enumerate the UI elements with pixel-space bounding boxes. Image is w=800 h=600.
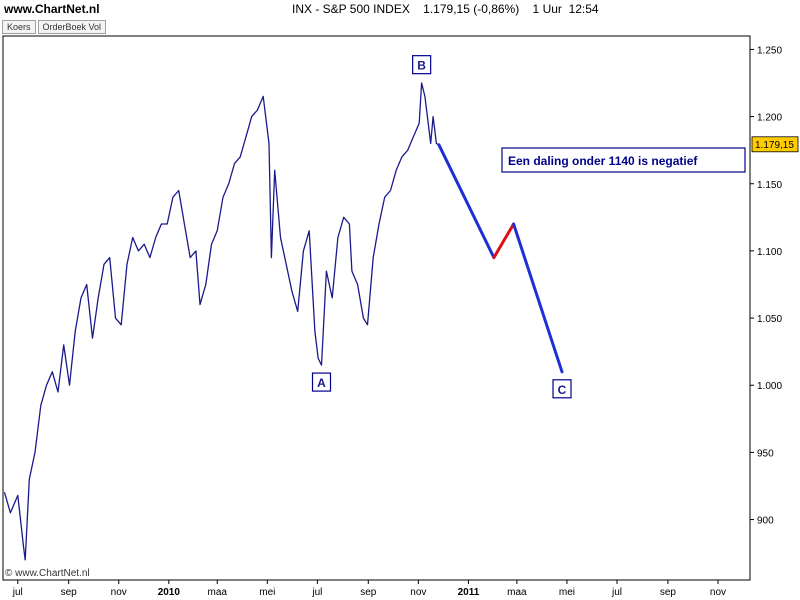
x-tick-label: jul: [311, 587, 322, 598]
wave-label-a: A: [311, 372, 332, 392]
x-tick-label: sep: [360, 587, 377, 598]
x-tick-label: jul: [611, 587, 622, 598]
annotation: Een daling onder 1140 is negatief: [501, 147, 746, 173]
y-tick-label: 1.050: [757, 314, 782, 325]
last-price-tag: [751, 136, 799, 153]
x-tick-label: jul: [12, 587, 23, 598]
wave-label-b: B: [412, 55, 432, 75]
projection-down-line-c: [512, 222, 564, 374]
y-tick-label: 950: [757, 448, 774, 459]
y-tick-label: 1.250: [757, 45, 782, 56]
y-tick-label: 900: [757, 516, 774, 527]
wave-label-box: [552, 379, 572, 399]
price-series-line: [3, 82, 440, 561]
x-tick-label: 2011: [458, 587, 480, 598]
y-tick-label: 1.000: [757, 381, 782, 392]
annotation-box: [501, 147, 746, 173]
last-price-label: 1.179,15: [755, 140, 794, 151]
plot-frame: [2, 35, 751, 581]
instrument-quote: INX - S&P 500 INDEX 1.179,15 (-0,86%) 1 …: [292, 2, 599, 16]
projection-up-line: [492, 222, 516, 260]
chart-header: www.ChartNet.nl INX - S&P 500 INDEX 1.17…: [0, 0, 800, 19]
annotation-text: Een daling onder 1140 is negatief: [508, 154, 698, 168]
x-tick-label: mei: [559, 587, 575, 598]
tab-orderboek-vol[interactable]: OrderBoek Vol: [37, 20, 107, 34]
site-name: www.ChartNet.nl: [4, 2, 100, 16]
x-tick-label: nov: [710, 587, 726, 598]
tab-koers[interactable]: Koers: [2, 20, 36, 34]
y-tick-label: 1.200: [757, 113, 782, 124]
x-tick-label: sep: [660, 587, 677, 598]
projection-down-line: [437, 143, 496, 260]
x-tick-label: 2010: [158, 587, 181, 598]
x-tick-label: maa: [507, 587, 527, 598]
y-tick-label: 1.100: [757, 247, 782, 258]
x-tick-label: maa: [208, 587, 228, 598]
wave-label-box: [412, 55, 432, 75]
x-tick-label: nov: [410, 587, 426, 598]
wave-label-text: B: [417, 59, 426, 73]
y-tick-label: 1.150: [757, 180, 782, 191]
x-tick-label: sep: [61, 587, 78, 598]
x-tick-label: nov: [111, 587, 127, 598]
wave-label-text: A: [317, 376, 326, 390]
copyright-text: © www.ChartNet.nl: [5, 568, 90, 579]
wave-label-box: [311, 372, 332, 392]
chart-tabs: Koers OrderBoek Vol: [2, 20, 108, 34]
wave-label-c: C: [552, 379, 572, 399]
x-tick-label: mei: [259, 587, 275, 598]
wave-label-text: C: [558, 383, 567, 397]
